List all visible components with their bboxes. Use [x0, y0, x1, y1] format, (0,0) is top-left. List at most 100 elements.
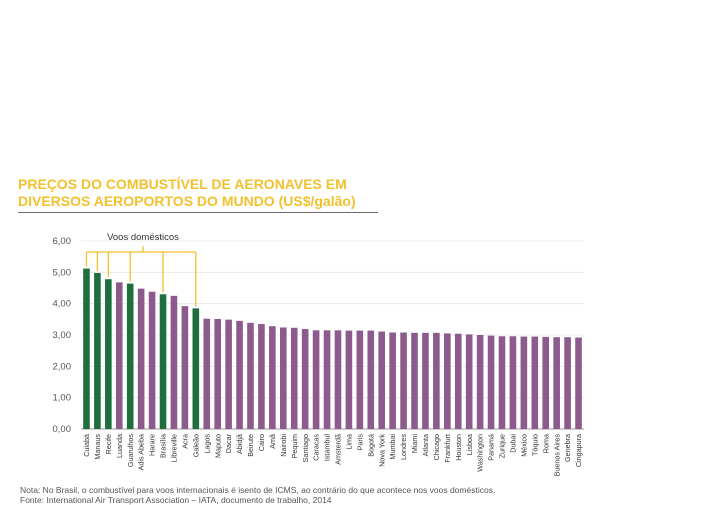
bar-zurique — [498, 336, 506, 429]
bar-santiago — [301, 329, 309, 429]
chart-title: PREÇOS DO COMBUSTÍVEL DE AERONAVES EM DI… — [18, 176, 356, 209]
x-tick-label: Libreville — [170, 434, 179, 462]
bar-frankfurt — [444, 333, 451, 429]
bar-brasília — [159, 294, 167, 429]
bar-harare — [148, 291, 156, 429]
chart-note: Nota: No Brasil, o combustível para voos… — [20, 485, 496, 495]
title-divider — [18, 212, 378, 213]
x-tick-label: Zurique — [498, 434, 507, 458]
y-tick-label: 2,00 — [53, 361, 72, 372]
bar-caracas — [312, 330, 320, 429]
x-tick-label: Mumbai — [388, 434, 397, 460]
x-tick-label: Genebra — [563, 434, 572, 462]
bar-dacar — [225, 319, 232, 429]
bar-abidjã — [236, 320, 243, 429]
x-tick-label: Manaus — [93, 434, 102, 460]
bar-recife — [105, 279, 112, 429]
bar-bogotá — [367, 330, 375, 429]
bar-nairobi — [279, 327, 287, 429]
x-tick-label: Santiago — [301, 434, 310, 462]
x-tick-label: Pequim — [290, 434, 299, 458]
x-tick-label: Roma — [541, 434, 550, 453]
bar-méxico — [520, 336, 528, 429]
bar-houston — [454, 333, 462, 429]
chart-source: Fonte: International Air Transport Assoc… — [20, 495, 332, 505]
bar-galeão — [192, 308, 200, 429]
bar-pequim — [290, 327, 298, 429]
x-tick-label: Buenos Aires — [552, 434, 561, 477]
bar-beirute — [247, 322, 254, 429]
x-tick-label: Lagos — [202, 434, 211, 454]
bar-maputo — [214, 319, 221, 429]
y-tick-label: 3,00 — [53, 330, 72, 341]
bar-buenos-aires — [553, 337, 560, 429]
bar-luanda — [115, 282, 123, 429]
bar-dubai — [509, 336, 517, 429]
x-tick-label: Tóquio — [530, 434, 539, 456]
bar-tóquio — [531, 336, 539, 429]
bar-cuiabá — [83, 268, 90, 429]
x-tick-label: Miami — [410, 434, 419, 454]
x-tick-label: Maputo — [213, 434, 222, 458]
x-tick-label: Houston — [454, 434, 463, 461]
x-tick-label: Amsterdã — [334, 434, 343, 465]
x-tick-label: Abidjã — [235, 434, 244, 454]
bar-washington — [476, 335, 484, 429]
bar-libreville — [170, 295, 178, 429]
x-tick-label: Bogotá — [366, 434, 375, 457]
x-tick-label: Brasília — [159, 434, 168, 458]
x-tick-label: Harare — [148, 434, 157, 456]
bar-acra — [181, 306, 189, 429]
x-tick-label: Guarulhos — [126, 434, 135, 468]
x-tick-label: Cingapura — [574, 434, 583, 467]
x-tick-label: Washington — [476, 434, 485, 472]
bar-manaus — [94, 272, 101, 429]
x-tick-label: Lisboa — [465, 434, 474, 455]
x-tick-label: Dacar — [224, 433, 233, 453]
bar-adis-abeba — [137, 288, 145, 429]
x-tick-label: Atlanta — [421, 434, 430, 456]
x-tick-label: Londres — [399, 434, 408, 460]
x-tick-label: Chicago — [432, 434, 441, 460]
bar-lisboa — [465, 334, 473, 429]
x-tick-label: Recife — [104, 434, 113, 454]
x-tick-label: Luanda — [115, 434, 124, 458]
x-tick-label: Panamá — [487, 434, 496, 461]
domestic-annotation-label: Voos domésticos — [107, 232, 179, 243]
x-tick-label: Galeão — [191, 434, 200, 457]
y-tick-label: 6,00 — [53, 236, 72, 247]
x-tick-label: Cairo — [257, 434, 266, 451]
bar-panamá — [487, 335, 495, 429]
x-tick-label: Beirute — [246, 434, 255, 457]
x-tick-label: Caracas — [312, 434, 321, 461]
bar-miami — [411, 332, 418, 429]
bar-mumbai — [389, 332, 396, 429]
bar-londres — [400, 332, 407, 429]
x-tick-label: Nova York — [377, 434, 386, 467]
bar-lima — [345, 330, 353, 429]
bar-amã — [269, 326, 276, 429]
x-tick-label: Acra — [180, 434, 189, 449]
x-tick-label: Amã — [268, 434, 277, 449]
x-tick-label: Istambul — [323, 434, 332, 462]
bar-cingapura — [575, 337, 582, 429]
bar-genebra — [564, 337, 571, 429]
x-tick-label: Cuiabá — [82, 434, 91, 457]
bar-amsterdã — [334, 330, 342, 429]
x-tick-label: Dubai — [509, 434, 518, 453]
x-tick-label: Nairobi — [279, 434, 288, 457]
bar-atlanta — [422, 332, 429, 429]
bar-istambul — [323, 330, 331, 429]
bar-chicago — [433, 332, 440, 429]
bar-guarulhos — [126, 283, 134, 429]
x-tick-label: Paris — [355, 434, 364, 451]
x-tick-label: Adis Abeba — [137, 434, 146, 470]
y-tick-label: 5,00 — [53, 267, 72, 278]
bar-nova-york — [378, 331, 386, 429]
x-tick-label: Lima — [345, 434, 354, 450]
bar-lagos — [203, 318, 211, 429]
bar-cairo — [258, 324, 265, 429]
bar-paris — [356, 330, 364, 429]
bar-roma — [542, 336, 550, 429]
